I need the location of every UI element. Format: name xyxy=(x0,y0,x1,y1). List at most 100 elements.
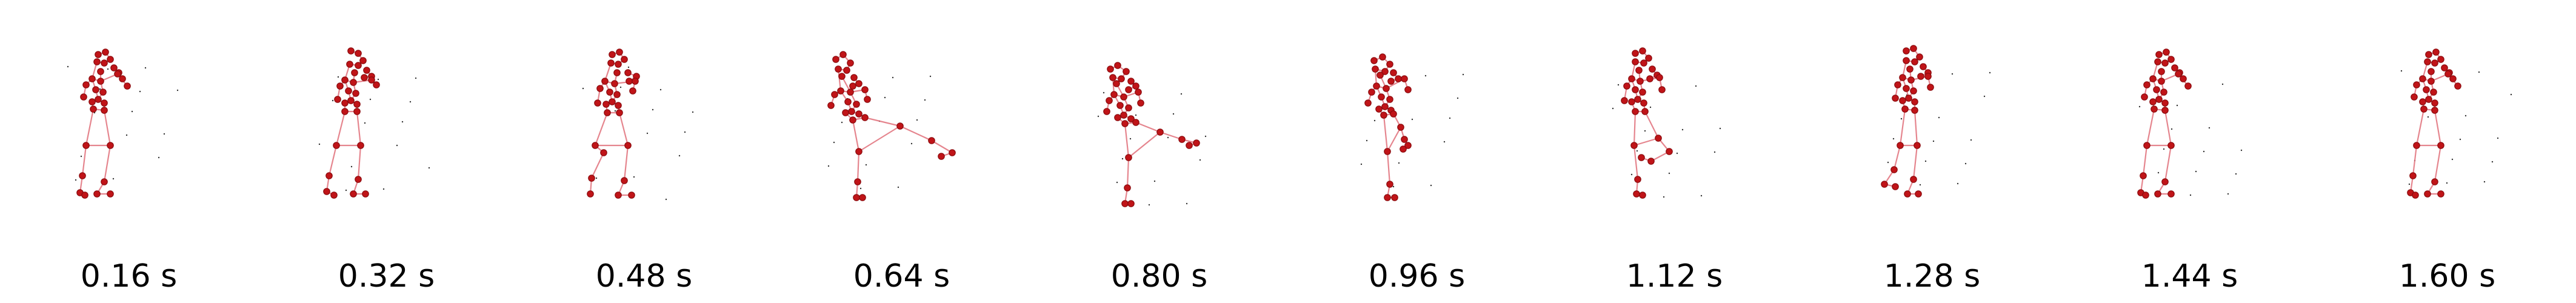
skeleton-joint xyxy=(1127,200,1135,207)
skeleton-joint xyxy=(2431,178,2438,185)
skeleton-bone xyxy=(858,125,901,152)
motion-speck xyxy=(1103,92,1105,94)
skeleton-joint xyxy=(1376,72,1384,79)
skeleton-figure xyxy=(1360,53,1464,201)
pose-frame: 0.32 s xyxy=(258,0,515,303)
skeleton-joint xyxy=(1113,80,1120,87)
skeleton-joint xyxy=(1114,62,1121,69)
skeleton-joint xyxy=(896,122,904,130)
motion-speck xyxy=(1430,184,1432,187)
pose-frame: 0.80 s xyxy=(1030,0,1288,303)
skeleton-joint xyxy=(1632,108,1639,115)
motion-speck xyxy=(910,142,913,145)
skeleton-joint xyxy=(602,101,610,108)
skeleton-joint xyxy=(2437,142,2444,149)
skeleton-joint xyxy=(99,88,107,96)
skeleton-joint xyxy=(1881,181,1888,188)
skeleton-joint xyxy=(1120,93,1127,101)
motion-speck xyxy=(332,99,334,102)
skeleton-joint xyxy=(2149,98,2157,105)
skeleton-joint xyxy=(849,116,856,124)
skeleton-joint xyxy=(1634,176,1641,183)
motion-speck xyxy=(369,98,372,101)
skeleton-joint xyxy=(1386,181,1393,188)
motion-speck xyxy=(1172,113,1175,115)
skeleton-bone xyxy=(837,68,842,92)
motion-speck xyxy=(1153,180,1156,182)
motion-speck xyxy=(1373,119,1376,122)
motion-speck xyxy=(396,144,398,147)
skeleton-joint xyxy=(2184,82,2192,90)
skeleton-joint xyxy=(341,99,349,107)
skeleton-joint xyxy=(1370,57,1378,64)
skeleton-joint xyxy=(2175,70,2182,78)
skeleton-joint xyxy=(2413,81,2420,88)
skeleton-joint xyxy=(1892,183,1899,190)
skeleton-joint xyxy=(1632,86,1639,93)
skeleton-joint xyxy=(1623,82,1630,90)
skeleton-joint xyxy=(844,98,852,105)
motion-speck xyxy=(2400,70,2403,72)
skeleton-joint xyxy=(2143,81,2151,88)
skeleton-joint xyxy=(2428,78,2435,85)
skeleton-joint xyxy=(2449,75,2457,82)
skeleton-joint xyxy=(353,108,361,115)
frame-time-label: 0.96 s xyxy=(1368,258,1466,295)
skeleton-joint xyxy=(832,56,839,63)
motion-speck xyxy=(2459,138,2461,141)
motion-speck xyxy=(678,155,681,157)
skeleton-joint xyxy=(1186,142,1193,149)
skeleton-bone xyxy=(899,125,932,141)
skeleton-joint xyxy=(2420,105,2428,113)
skeleton-joint xyxy=(1193,139,1200,147)
skeleton-joint xyxy=(1903,57,1910,64)
skeleton-bone xyxy=(623,145,629,181)
motion-speck xyxy=(2221,83,2224,85)
skeleton-joint xyxy=(2411,93,2418,101)
skeleton-figure xyxy=(1097,62,1207,207)
skeleton-joint xyxy=(938,153,945,160)
motion-speck xyxy=(1713,151,1716,153)
skeleton-joint xyxy=(355,50,362,57)
motion-speck xyxy=(75,179,77,181)
skeleton-joint xyxy=(1658,86,1666,93)
skeleton-joint xyxy=(606,88,613,96)
skeleton-joint xyxy=(1911,107,1918,114)
skeleton-joint xyxy=(361,74,368,81)
skeleton-joint xyxy=(855,110,863,118)
motion-speck xyxy=(1148,204,1150,206)
motion-speck xyxy=(1951,73,1954,75)
skeleton-joint xyxy=(2155,51,2163,58)
skeleton-bone xyxy=(1893,145,1901,170)
motion-speck xyxy=(1457,97,1459,99)
skeleton-joint xyxy=(350,79,357,86)
skeleton-joint xyxy=(357,142,364,149)
skeleton-joint xyxy=(609,51,616,58)
skeleton-joint xyxy=(79,172,86,179)
frame-time-label: 0.48 s xyxy=(595,258,693,295)
motion-speck xyxy=(1663,196,1665,198)
skeleton-joint xyxy=(1391,194,1398,201)
motion-speck xyxy=(1612,107,1614,110)
skeleton-joint xyxy=(835,65,842,73)
skeleton-joint xyxy=(124,82,131,90)
skeleton-bone xyxy=(356,111,362,146)
motion-speck xyxy=(1411,118,1413,121)
skeleton-joint xyxy=(1386,96,1393,103)
motion-speck xyxy=(415,77,417,79)
skeleton-bone xyxy=(335,111,346,146)
skeleton-joint xyxy=(110,64,118,72)
skeleton-bone xyxy=(85,108,95,146)
skeleton-bone xyxy=(2434,145,2442,182)
skeleton-joint xyxy=(2419,98,2426,105)
skeleton-joint xyxy=(2154,190,2161,198)
skeleton-joint xyxy=(2140,172,2147,179)
skeleton-joint xyxy=(355,62,362,69)
skeleton-bone xyxy=(103,110,112,146)
skeleton-bone xyxy=(2146,108,2155,146)
skeleton-joint xyxy=(373,81,380,88)
skeleton-joint xyxy=(101,59,108,67)
motion-speck xyxy=(2189,194,2192,196)
motion-speck xyxy=(897,186,899,188)
